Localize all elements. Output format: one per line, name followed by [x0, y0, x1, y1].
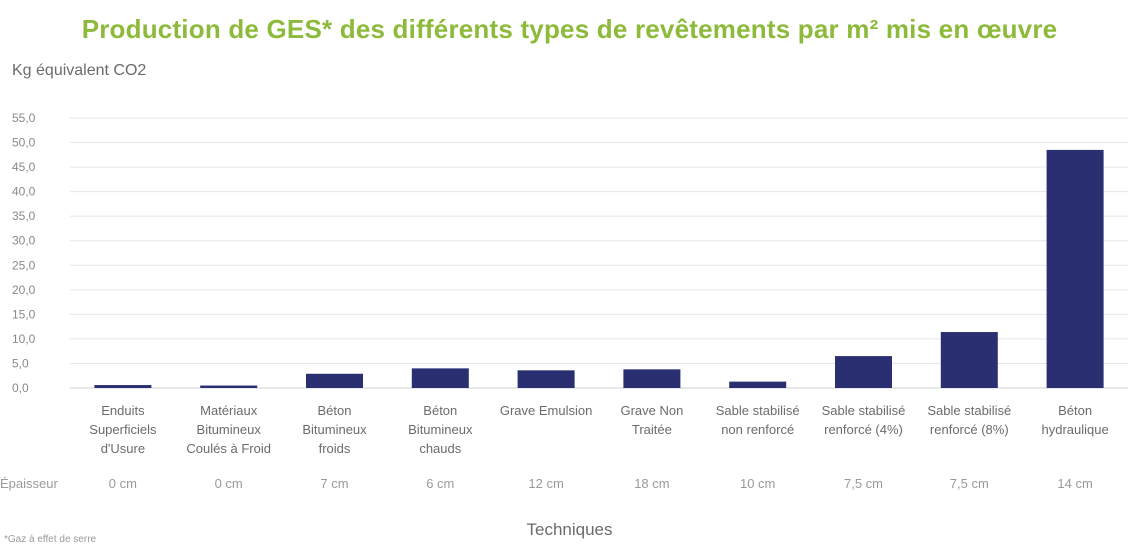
- y-tick-label: 20,0: [12, 283, 36, 297]
- x-axis-title: Techniques: [526, 520, 613, 539]
- x-tick-label: Béton hydraulique: [1021, 401, 1129, 439]
- y-tick-label: 50,0: [12, 136, 36, 150]
- bar: [517, 370, 575, 388]
- bar: [729, 381, 787, 388]
- y-tick-label: 55,0: [12, 111, 36, 125]
- x-tick-label-line: Grave Non: [620, 403, 684, 418]
- x-tick-label-line: renforcé (8%): [929, 422, 1009, 437]
- y-tick-label: 15,0: [12, 307, 36, 321]
- x-tick-label-line: Béton: [1058, 403, 1093, 418]
- x-tick-label-line: non renforcé: [721, 422, 795, 437]
- thickness-value: 10 cm: [739, 476, 776, 491]
- y-axis-label: Kg équivalent CO2: [12, 62, 147, 79]
- x-tick-label: Sable stabilisé renforcé (4%): [810, 401, 918, 439]
- x-tick-label: Grave Emulsion: [492, 401, 600, 420]
- bar: [94, 385, 152, 388]
- x-tick-label-line: Béton: [423, 403, 458, 418]
- thickness-value: 7 cm: [320, 476, 349, 491]
- x-tick-label-line: Bitumineux: [408, 422, 473, 437]
- thickness-value: 6 cm: [426, 476, 455, 491]
- thickness-value: 12 cm: [528, 476, 564, 491]
- x-tick-label-line: Béton: [317, 403, 352, 418]
- footnote: *Gaz à effet de serre: [4, 534, 97, 545]
- y-tick-label: 0,0: [12, 381, 29, 395]
- bar: [200, 385, 258, 388]
- y-tick-label: 25,0: [12, 258, 36, 272]
- y-tick-label: 40,0: [12, 185, 36, 199]
- x-tick-label-line: chauds: [419, 441, 462, 456]
- thickness-value: 7,5 cm: [949, 476, 989, 491]
- x-tick-label-line: Bitumineux: [302, 422, 367, 437]
- x-tick-label-line: Matériaux: [200, 403, 258, 418]
- x-tick-label-line: Coulés à Froid: [186, 441, 271, 456]
- thickness-value: 18 cm: [634, 476, 670, 491]
- y-tick-label: 5,0: [12, 356, 29, 370]
- y-tick-label: 30,0: [12, 234, 36, 248]
- thickness-value: 0 cm: [108, 476, 137, 491]
- x-tick-label: Béton Bitumineux froids: [281, 401, 389, 458]
- x-tick-label-line: Sable stabilisé: [715, 403, 800, 418]
- x-tick-label-line: froids: [318, 441, 351, 456]
- thickness-value: 14 cm: [1057, 476, 1093, 491]
- bar: [411, 368, 469, 388]
- x-tick-label-line: d'Usure: [100, 441, 146, 456]
- x-tick-label: Béton Bitumineux chauds: [386, 401, 494, 458]
- bar: [835, 356, 892, 388]
- x-tick-label-line: Sable stabilisé: [821, 403, 906, 418]
- x-tick-label-line: Traitée: [631, 422, 672, 437]
- x-tick-label: Sable stabilisé non renforcé: [704, 401, 812, 439]
- x-tick-label-line: Bitumineux: [196, 422, 261, 437]
- x-tick-label-line: Sable stabilisé: [927, 403, 1012, 418]
- x-tick-label-line: Enduits: [101, 403, 145, 418]
- thickness-value: 0 cm: [214, 476, 243, 491]
- x-tick-label-line: Superficiels: [89, 422, 157, 437]
- x-tick-label-line: renforcé (4%): [824, 422, 903, 437]
- bar: [623, 369, 681, 388]
- chart-title: Production de GES* des différents types …: [81, 14, 1058, 44]
- y-tick-label: 45,0: [12, 160, 36, 174]
- x-tick-label: Matériaux Bitumineux Coulés à Froid: [175, 401, 283, 458]
- x-tick-label-line: Grave Emulsion: [499, 403, 593, 418]
- thickness-row-label: Épaisseur: [0, 476, 58, 491]
- thickness-value: 7,5 cm: [843, 476, 883, 491]
- y-tick-label: 35,0: [12, 209, 36, 223]
- y-tick-label: 10,0: [12, 332, 36, 346]
- x-tick-label: Grave Non Traitée: [598, 401, 706, 439]
- x-tick-label: Sable stabilisé renforcé (8%): [915, 401, 1023, 439]
- bar: [1046, 149, 1104, 388]
- bar: [940, 332, 998, 388]
- x-tick-label: Enduits Superficiels d'Usure: [69, 401, 177, 458]
- x-tick-label-line: hydraulique: [1041, 422, 1109, 437]
- bar: [306, 373, 363, 388]
